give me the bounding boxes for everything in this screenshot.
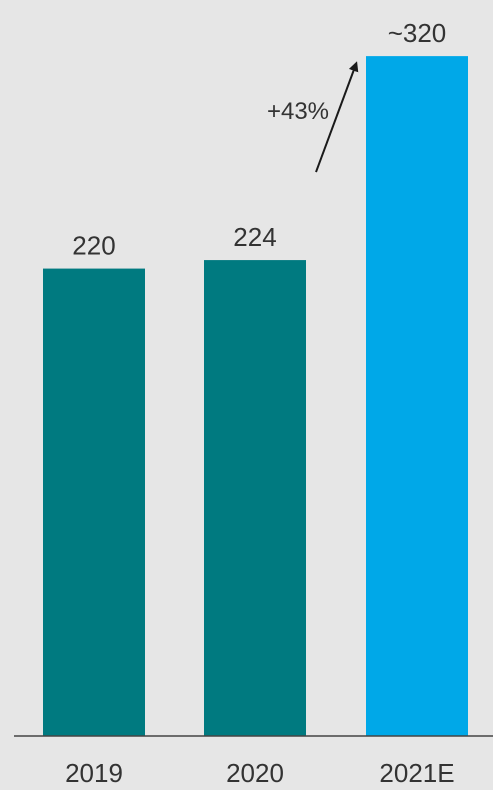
x-tick-label-2019: 2019 [65,758,123,788]
growth-annotation: +43% [267,61,359,173]
data-label-2019: 220 [72,231,115,261]
growth-annotation-label: +43% [267,98,329,125]
labels-layer: 220 2019 224 2020 ~320 2021E [65,18,455,788]
bars-layer [43,56,468,736]
growth-arrow [315,61,359,173]
bar-2021e [366,56,468,736]
data-label-2021e: ~320 [388,18,447,48]
x-tick-label-2021e: 2021E [379,758,454,788]
data-label-2020: 224 [233,222,276,252]
x-tick-label-2020: 2020 [226,758,284,788]
bar-2019 [43,268,145,736]
bar-2020 [204,260,306,736]
